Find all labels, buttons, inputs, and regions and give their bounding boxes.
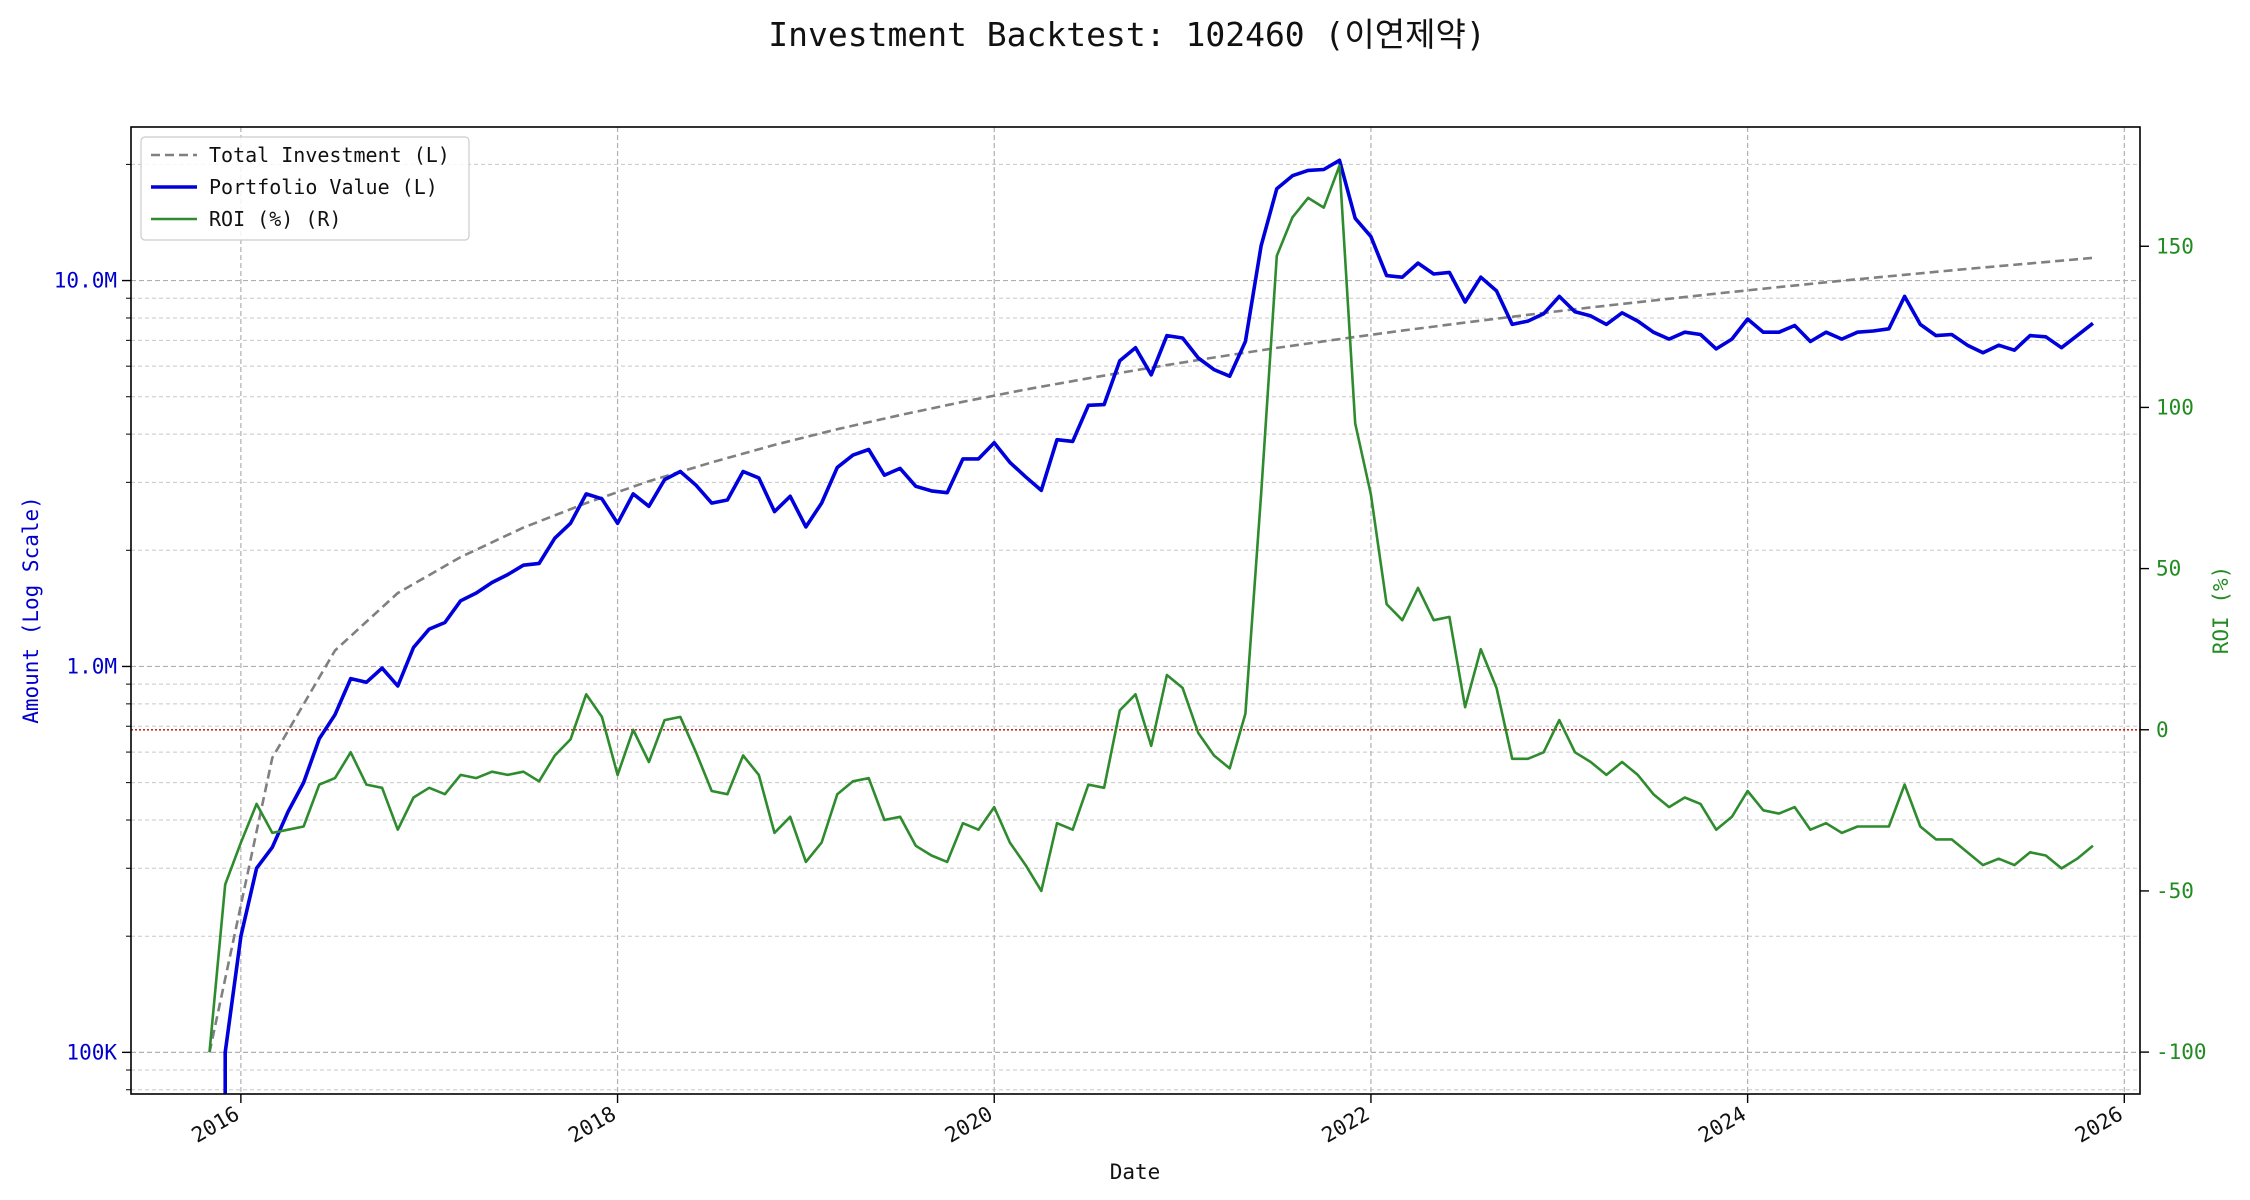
legend-label: Total Investment (L) [209, 143, 450, 167]
y-left-tick-label: 10.0M [54, 269, 117, 293]
y-right-tick-label: -50 [2156, 879, 2194, 903]
y-left-tick-label: 1.0M [66, 654, 117, 678]
legend: Total Investment (L) Portfolio Value (L) R… [140, 136, 470, 241]
x-axis-label: Date [1110, 1160, 1161, 1184]
y-right-axis-label: ROI (%) [2209, 566, 2233, 655]
y-left-tick-label: 100K [66, 1040, 117, 1064]
legend-box [140, 136, 470, 241]
y-right-tick-label: 100 [2156, 395, 2194, 419]
total-investment-line [208, 256, 2094, 1053]
y-right-tick-label: 150 [2156, 234, 2194, 258]
y-right-tick-label: 0 [2156, 718, 2169, 742]
legend-label: ROI (%) (R) [209, 207, 341, 231]
grid-lines [131, 127, 2140, 1094]
plot-area [131, 158, 2140, 1094]
chart-title: Investment Backtest: 102460 (이연제약) [768, 15, 1485, 54]
portfolio-value-line [223, 158, 2095, 1094]
roi-line [208, 164, 2094, 1053]
y-left-axis-label: Amount (Log Scale) [19, 496, 43, 724]
plot-frame [130, 126, 2141, 1095]
y-right-tick-label: 50 [2156, 557, 2181, 581]
y-right-tick-label: -100 [2156, 1040, 2207, 1064]
legend-label: Portfolio Value (L) [209, 175, 438, 199]
